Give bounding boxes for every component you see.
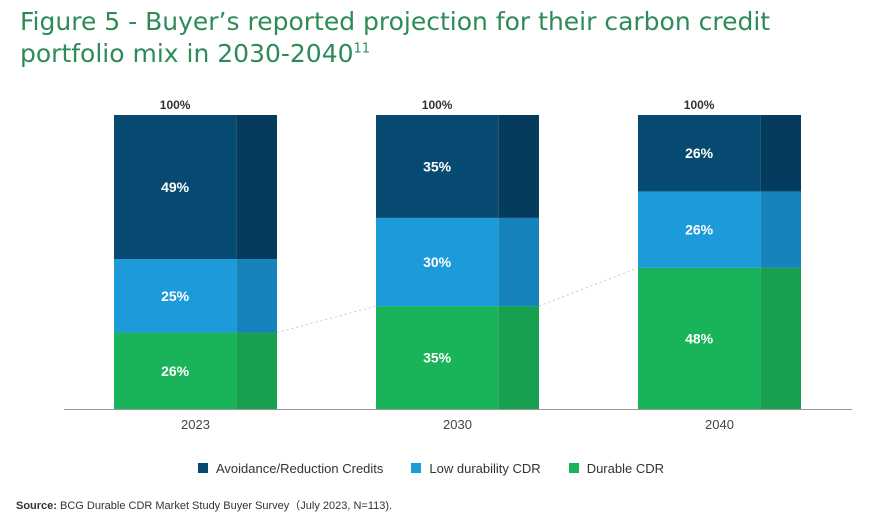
total-label-2030: 100% — [422, 98, 453, 112]
bar-avoidance-2023 — [114, 115, 237, 260]
bar-low-shade-2023 — [236, 259, 277, 333]
legend-swatch-low-durability — [411, 463, 422, 473]
total-label-2023: 100% — [160, 98, 191, 112]
total-label-2040: 100% — [684, 98, 715, 112]
bar-durable-2030 — [376, 306, 499, 409]
bar-durable-shade-2030 — [498, 306, 539, 409]
bar-low-2030 — [376, 217, 499, 307]
bar-durable-2023 — [114, 332, 237, 409]
bar-durable-shade-2040 — [760, 267, 801, 409]
data-label-avoidance-2023: 49% — [161, 179, 190, 195]
title-footnote: 11 — [353, 41, 371, 57]
chart-title-text: Figure 5 - Buyer’s reported projection f… — [20, 7, 771, 68]
connector-line-0 — [276, 305, 377, 334]
bar-durable-shade-2023 — [236, 332, 277, 409]
source-text: BCG Durable CDR Market Study Buyer Surve… — [56, 500, 393, 512]
data-label-avoidance-2030: 35% — [423, 158, 452, 174]
data-label-durable-2030: 35% — [423, 350, 452, 366]
connector-line-1 — [538, 267, 639, 307]
legend-swatch-durable — [568, 463, 579, 473]
bar-low-shade-2040 — [760, 191, 801, 268]
legend-item-avoidance: Avoidance/Reduction Credits — [198, 461, 383, 476]
legend: Avoidance/Reduction Credits Low durabili… — [198, 458, 692, 478]
bar-low-shade-2030 — [498, 217, 539, 307]
bar-avoidance-shade-2030 — [498, 115, 539, 218]
stacked-bar-chart: 26% 25% 49% 100% 2023 35% 30% 35% 100% 2030 48% 26%… — [64, 98, 852, 432]
source-label: Source: — [16, 500, 57, 512]
legend-label-low-durability: Low durability CDR — [429, 460, 541, 476]
x-tick-label-2030: 2030 — [443, 417, 472, 432]
bar-low-2023 — [114, 259, 237, 333]
data-label-durable-2023: 26% — [161, 363, 190, 379]
data-label-low-2030: 30% — [423, 254, 452, 270]
data-label-durable-2040: 48% — [685, 330, 714, 346]
bar-avoidance-2030 — [376, 115, 499, 218]
bar-durable-2040 — [638, 267, 761, 409]
bar-avoidance-shade-2040 — [760, 115, 801, 192]
legend-item-low-durability: Low durability CDR — [411, 460, 541, 476]
source-note: Source: BCG Durable CDR Market Study Buy… — [16, 497, 392, 513]
legend-swatch-avoidance — [198, 463, 208, 473]
bar-low-2040 — [638, 191, 761, 268]
legend-label-avoidance: Avoidance/Reduction Credits — [216, 460, 384, 476]
data-label-low-2023: 25% — [161, 288, 190, 304]
legend-label-durable: Durable CDR — [586, 460, 664, 476]
bar-avoidance-shade-2023 — [236, 115, 277, 260]
bar-avoidance-2040 — [638, 115, 761, 192]
data-label-low-2040: 26% — [685, 222, 714, 238]
legend-item-durable: Durable CDR — [568, 460, 664, 476]
x-tick-label-2040: 2040 — [705, 417, 734, 432]
chart-title: Figure 5 - Buyer’s reported projection f… — [20, 6, 880, 70]
data-label-avoidance-2040: 26% — [685, 145, 714, 161]
x-tick-label-2023: 2023 — [181, 417, 210, 432]
